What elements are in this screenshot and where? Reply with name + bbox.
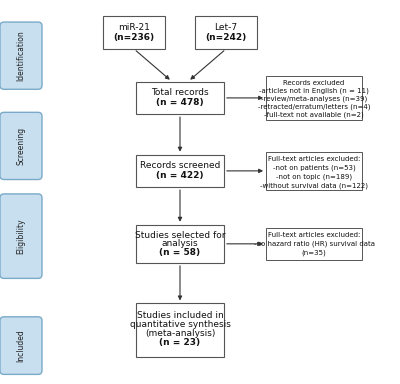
FancyBboxPatch shape	[266, 227, 362, 260]
FancyBboxPatch shape	[136, 303, 224, 357]
Text: -not on topic (n=189): -not on topic (n=189)	[276, 174, 352, 180]
Text: -retracted/erratum/letters (n=4): -retracted/erratum/letters (n=4)	[258, 104, 370, 111]
Text: Screening: Screening	[16, 127, 26, 165]
Text: Records screened: Records screened	[140, 161, 220, 170]
FancyBboxPatch shape	[0, 194, 42, 278]
Text: -without survival data (n=122): -without survival data (n=122)	[260, 183, 368, 189]
Text: Full-text articles excluded:: Full-text articles excluded:	[268, 156, 360, 162]
Text: Let-7: Let-7	[214, 23, 238, 32]
FancyBboxPatch shape	[266, 76, 362, 120]
Text: -no hazard ratio (HR) survival data: -no hazard ratio (HR) survival data	[254, 241, 374, 247]
FancyBboxPatch shape	[0, 317, 42, 374]
Text: Identification: Identification	[16, 30, 26, 81]
FancyBboxPatch shape	[195, 16, 257, 49]
FancyBboxPatch shape	[0, 112, 42, 180]
Text: (n=35): (n=35)	[302, 249, 326, 255]
Text: Studies selected for: Studies selected for	[135, 231, 225, 240]
Text: miR-21: miR-21	[118, 23, 150, 32]
Text: Total records: Total records	[151, 88, 209, 98]
FancyBboxPatch shape	[136, 155, 224, 187]
Text: -articles not in English (n = 11): -articles not in English (n = 11)	[259, 88, 369, 94]
Text: Studies included in: Studies included in	[137, 311, 223, 320]
Text: quantitative synthesis: quantitative synthesis	[130, 319, 230, 329]
FancyBboxPatch shape	[103, 16, 165, 49]
Text: Included: Included	[16, 329, 26, 362]
Text: (n = 58): (n = 58)	[160, 248, 200, 257]
Text: Full-text articles excluded:: Full-text articles excluded:	[268, 232, 360, 238]
Text: -full-text not available (n=2): -full-text not available (n=2)	[264, 112, 364, 118]
Text: analysis: analysis	[162, 239, 198, 248]
FancyBboxPatch shape	[266, 152, 362, 190]
FancyBboxPatch shape	[136, 225, 224, 263]
Text: (n = 478): (n = 478)	[156, 98, 204, 108]
Text: (n = 422): (n = 422)	[156, 171, 204, 180]
Text: -review/meta-analyses (n=39): -review/meta-analyses (n=39)	[261, 96, 367, 103]
FancyBboxPatch shape	[136, 82, 224, 114]
Text: (n=236): (n=236)	[114, 33, 154, 42]
Text: Records excluded: Records excluded	[283, 80, 345, 86]
Text: (n=242): (n=242)	[205, 33, 247, 42]
Text: (meta-analysis): (meta-analysis)	[145, 329, 215, 338]
Text: -not on patients (n=53): -not on patients (n=53)	[273, 165, 355, 171]
Text: (n = 23): (n = 23)	[160, 338, 200, 347]
Text: Eligibility: Eligibility	[16, 218, 26, 254]
FancyBboxPatch shape	[0, 22, 42, 89]
